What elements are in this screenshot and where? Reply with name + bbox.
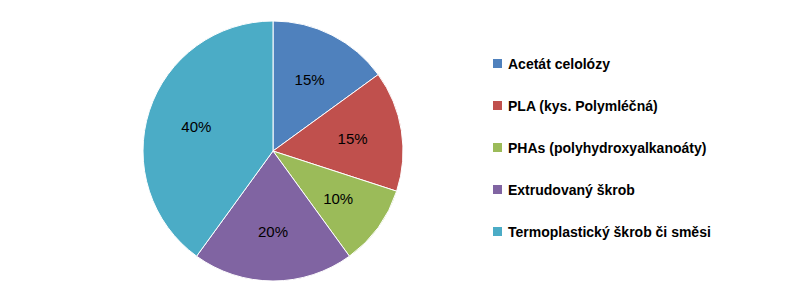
svg-text:15%: 15% xyxy=(295,71,325,88)
svg-text:40%: 40% xyxy=(181,118,211,135)
html-text:PHAs (polyhydroxyalkanoáty): PHAs (polyhydroxyalkanoáty) xyxy=(508,139,707,156)
svg-text:10%: 10% xyxy=(323,190,353,207)
html-text:Termoplastický škrob či směsi: Termoplastický škrob či směsi xyxy=(508,223,711,240)
html-text:Acetát celolózy: Acetát celolózy xyxy=(508,55,610,72)
html-text:PLA (kys. Polymléčná): PLA (kys. Polymléčná) xyxy=(508,97,658,114)
svg-text:15%: 15% xyxy=(338,130,368,147)
html-text:Extrudovaný škrob: Extrudovaný škrob xyxy=(508,181,635,198)
svg-text:20%: 20% xyxy=(258,223,288,240)
